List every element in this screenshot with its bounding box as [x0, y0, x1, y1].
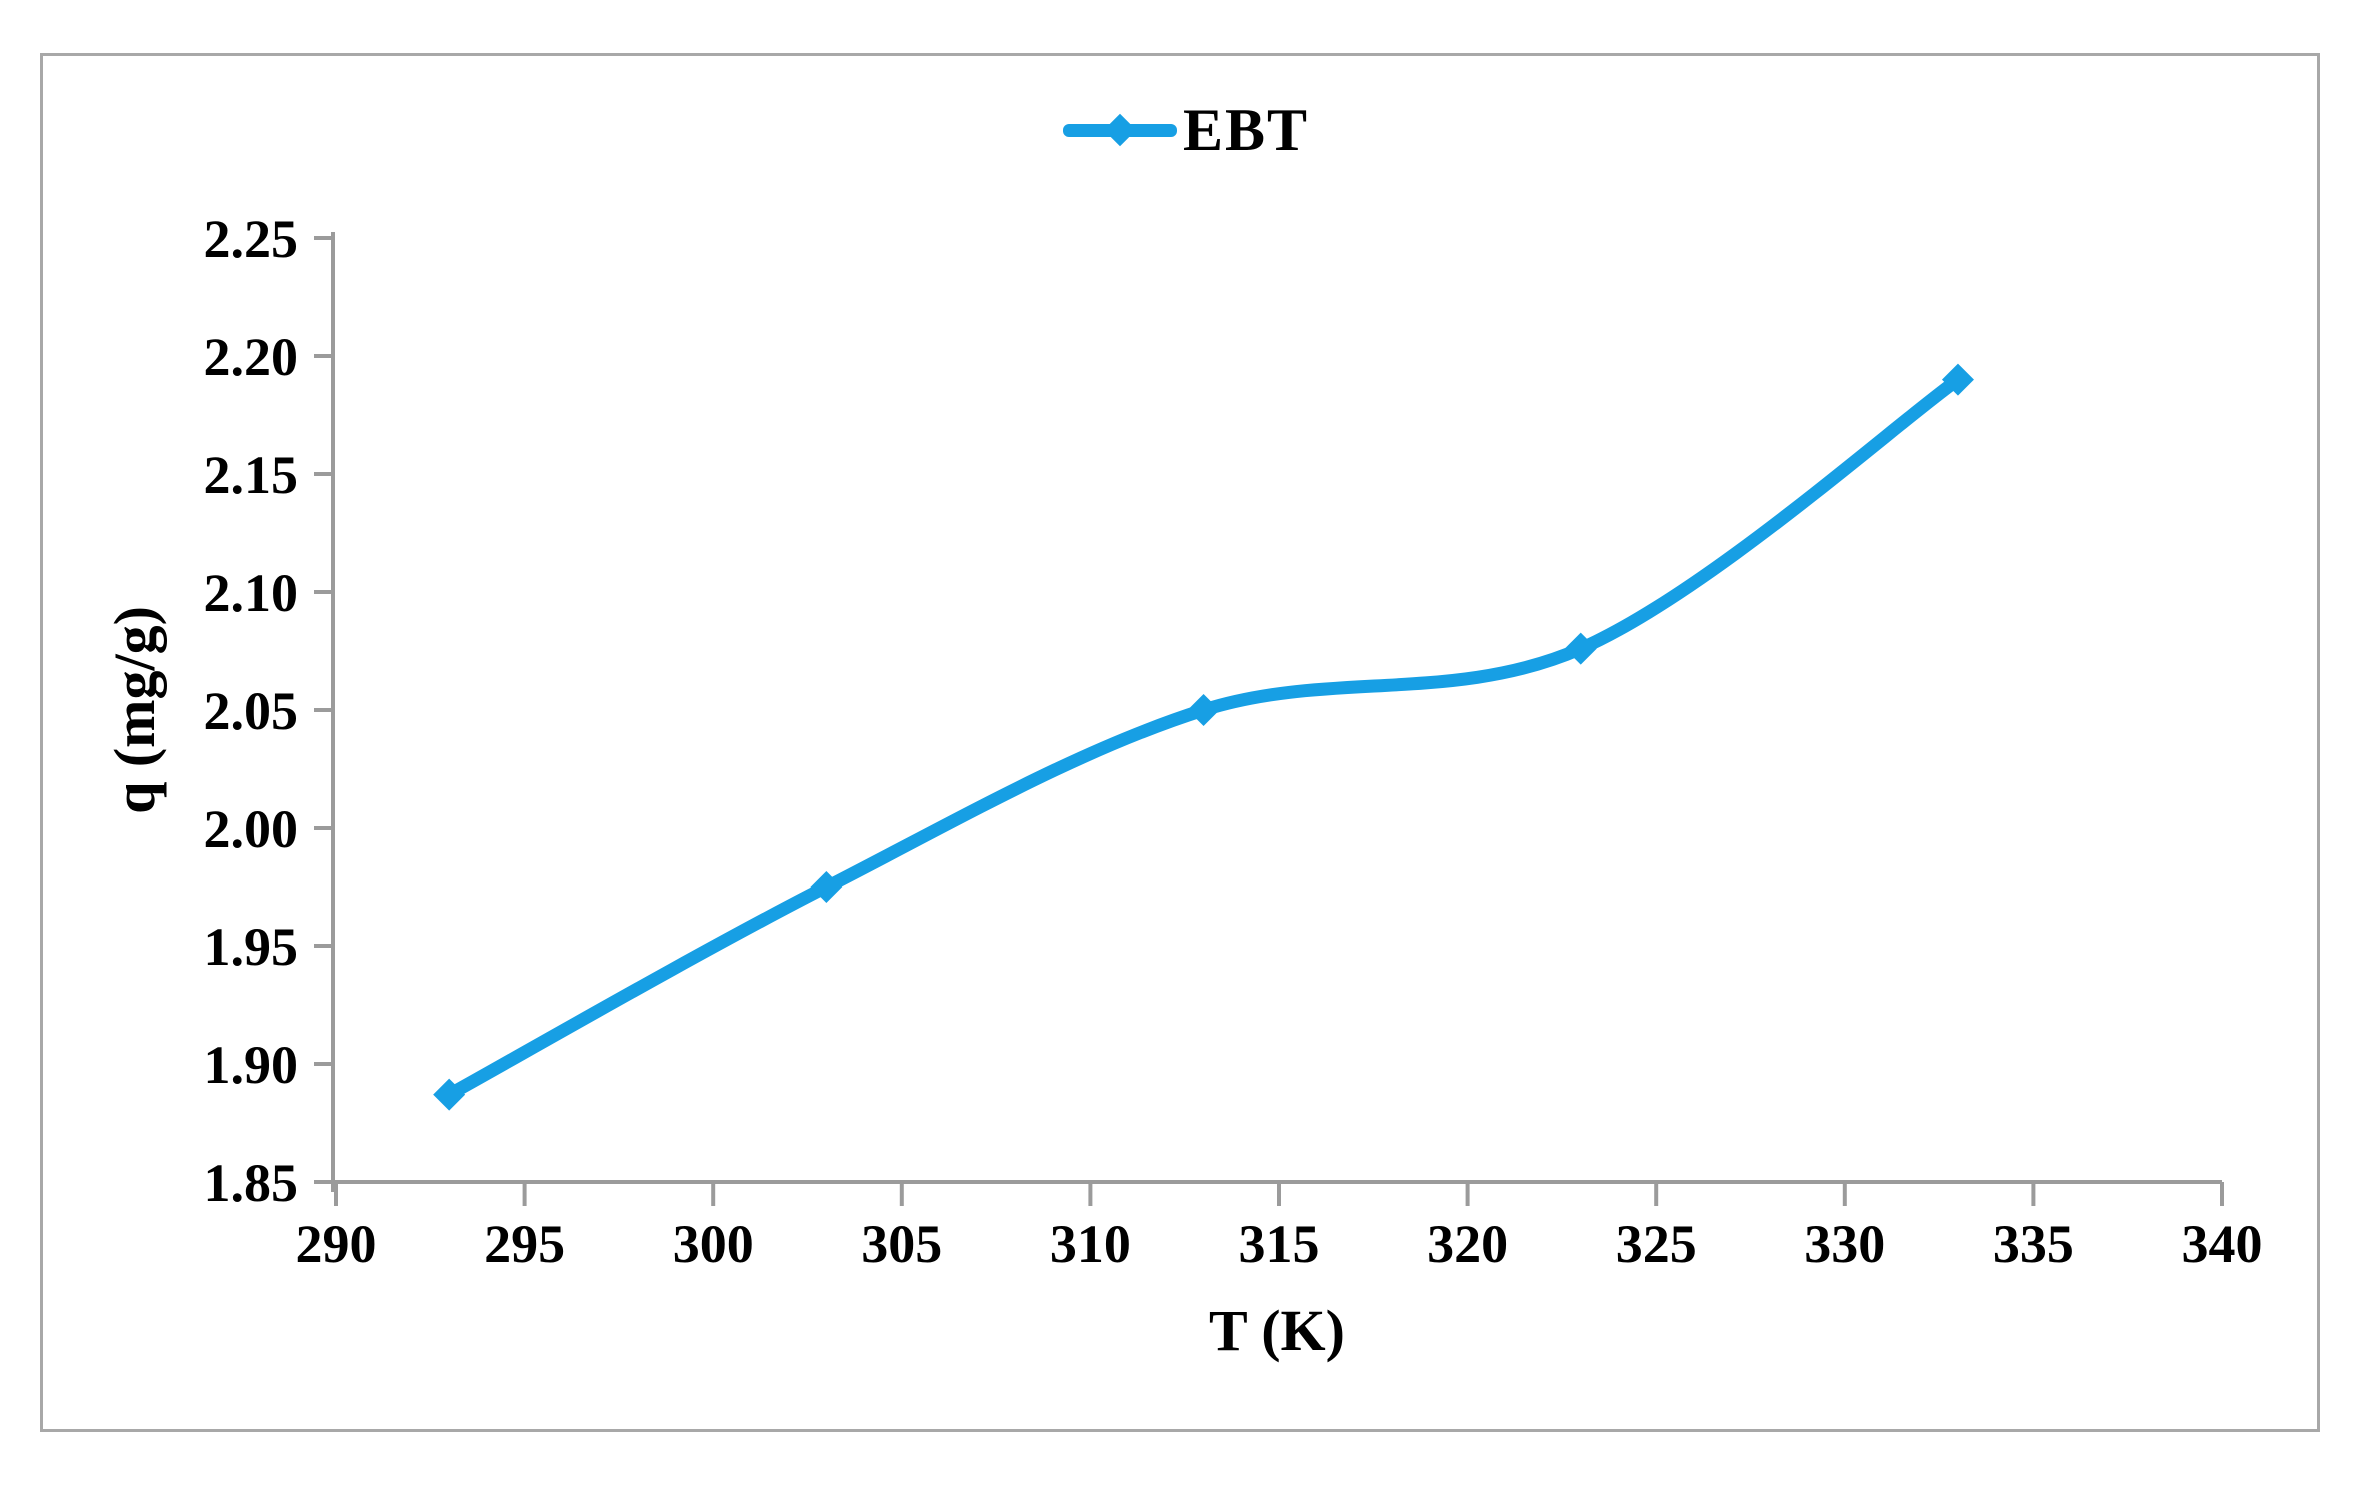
y-tick-label: 2.05 [204, 681, 299, 741]
legend: EBT [1063, 98, 1309, 162]
x-tick-label: 320 [1427, 1214, 1508, 1274]
x-tick-label: 340 [2182, 1214, 2263, 1274]
plot-frame [40, 53, 2320, 1432]
x-tick-label: 315 [1239, 1214, 1320, 1274]
y-tick-label: 1.85 [204, 1153, 299, 1213]
y-tick-label: 1.90 [204, 1035, 299, 1095]
y-axis-title: q (mg/g) [102, 606, 167, 814]
data-point-marker [433, 1078, 466, 1111]
y-tick-label: 2.00 [204, 799, 299, 859]
series-line [442, 373, 1965, 1102]
data-point-marker [1564, 632, 1597, 665]
data-point-marker [1187, 694, 1220, 726]
data-point-marker [810, 871, 843, 903]
y-tick-label: 2.20 [204, 327, 299, 387]
x-tick-label: 335 [1993, 1214, 2074, 1274]
x-tick-label: 305 [861, 1214, 942, 1274]
data-point-marker [1941, 363, 1974, 396]
x-tick-label: 325 [1616, 1214, 1697, 1274]
y-tick-label: 1.95 [204, 917, 299, 977]
y-tick-label: 2.10 [204, 563, 299, 623]
x-tick-label: 295 [484, 1214, 565, 1274]
x-tick-label: 310 [1050, 1214, 1131, 1274]
y-tick-label: 2.15 [204, 445, 299, 505]
x-tick-label: 330 [1804, 1214, 1885, 1274]
legend-line-swatch [1063, 113, 1177, 147]
y-tick-label: 2.25 [204, 209, 299, 269]
legend-label: EBT [1183, 97, 1310, 163]
x-axis-title: T (K) [1209, 1298, 1345, 1363]
x-tick-label: 300 [673, 1214, 754, 1274]
x-tick-label: 290 [296, 1214, 377, 1274]
legend-diamond-marker [1103, 113, 1137, 147]
